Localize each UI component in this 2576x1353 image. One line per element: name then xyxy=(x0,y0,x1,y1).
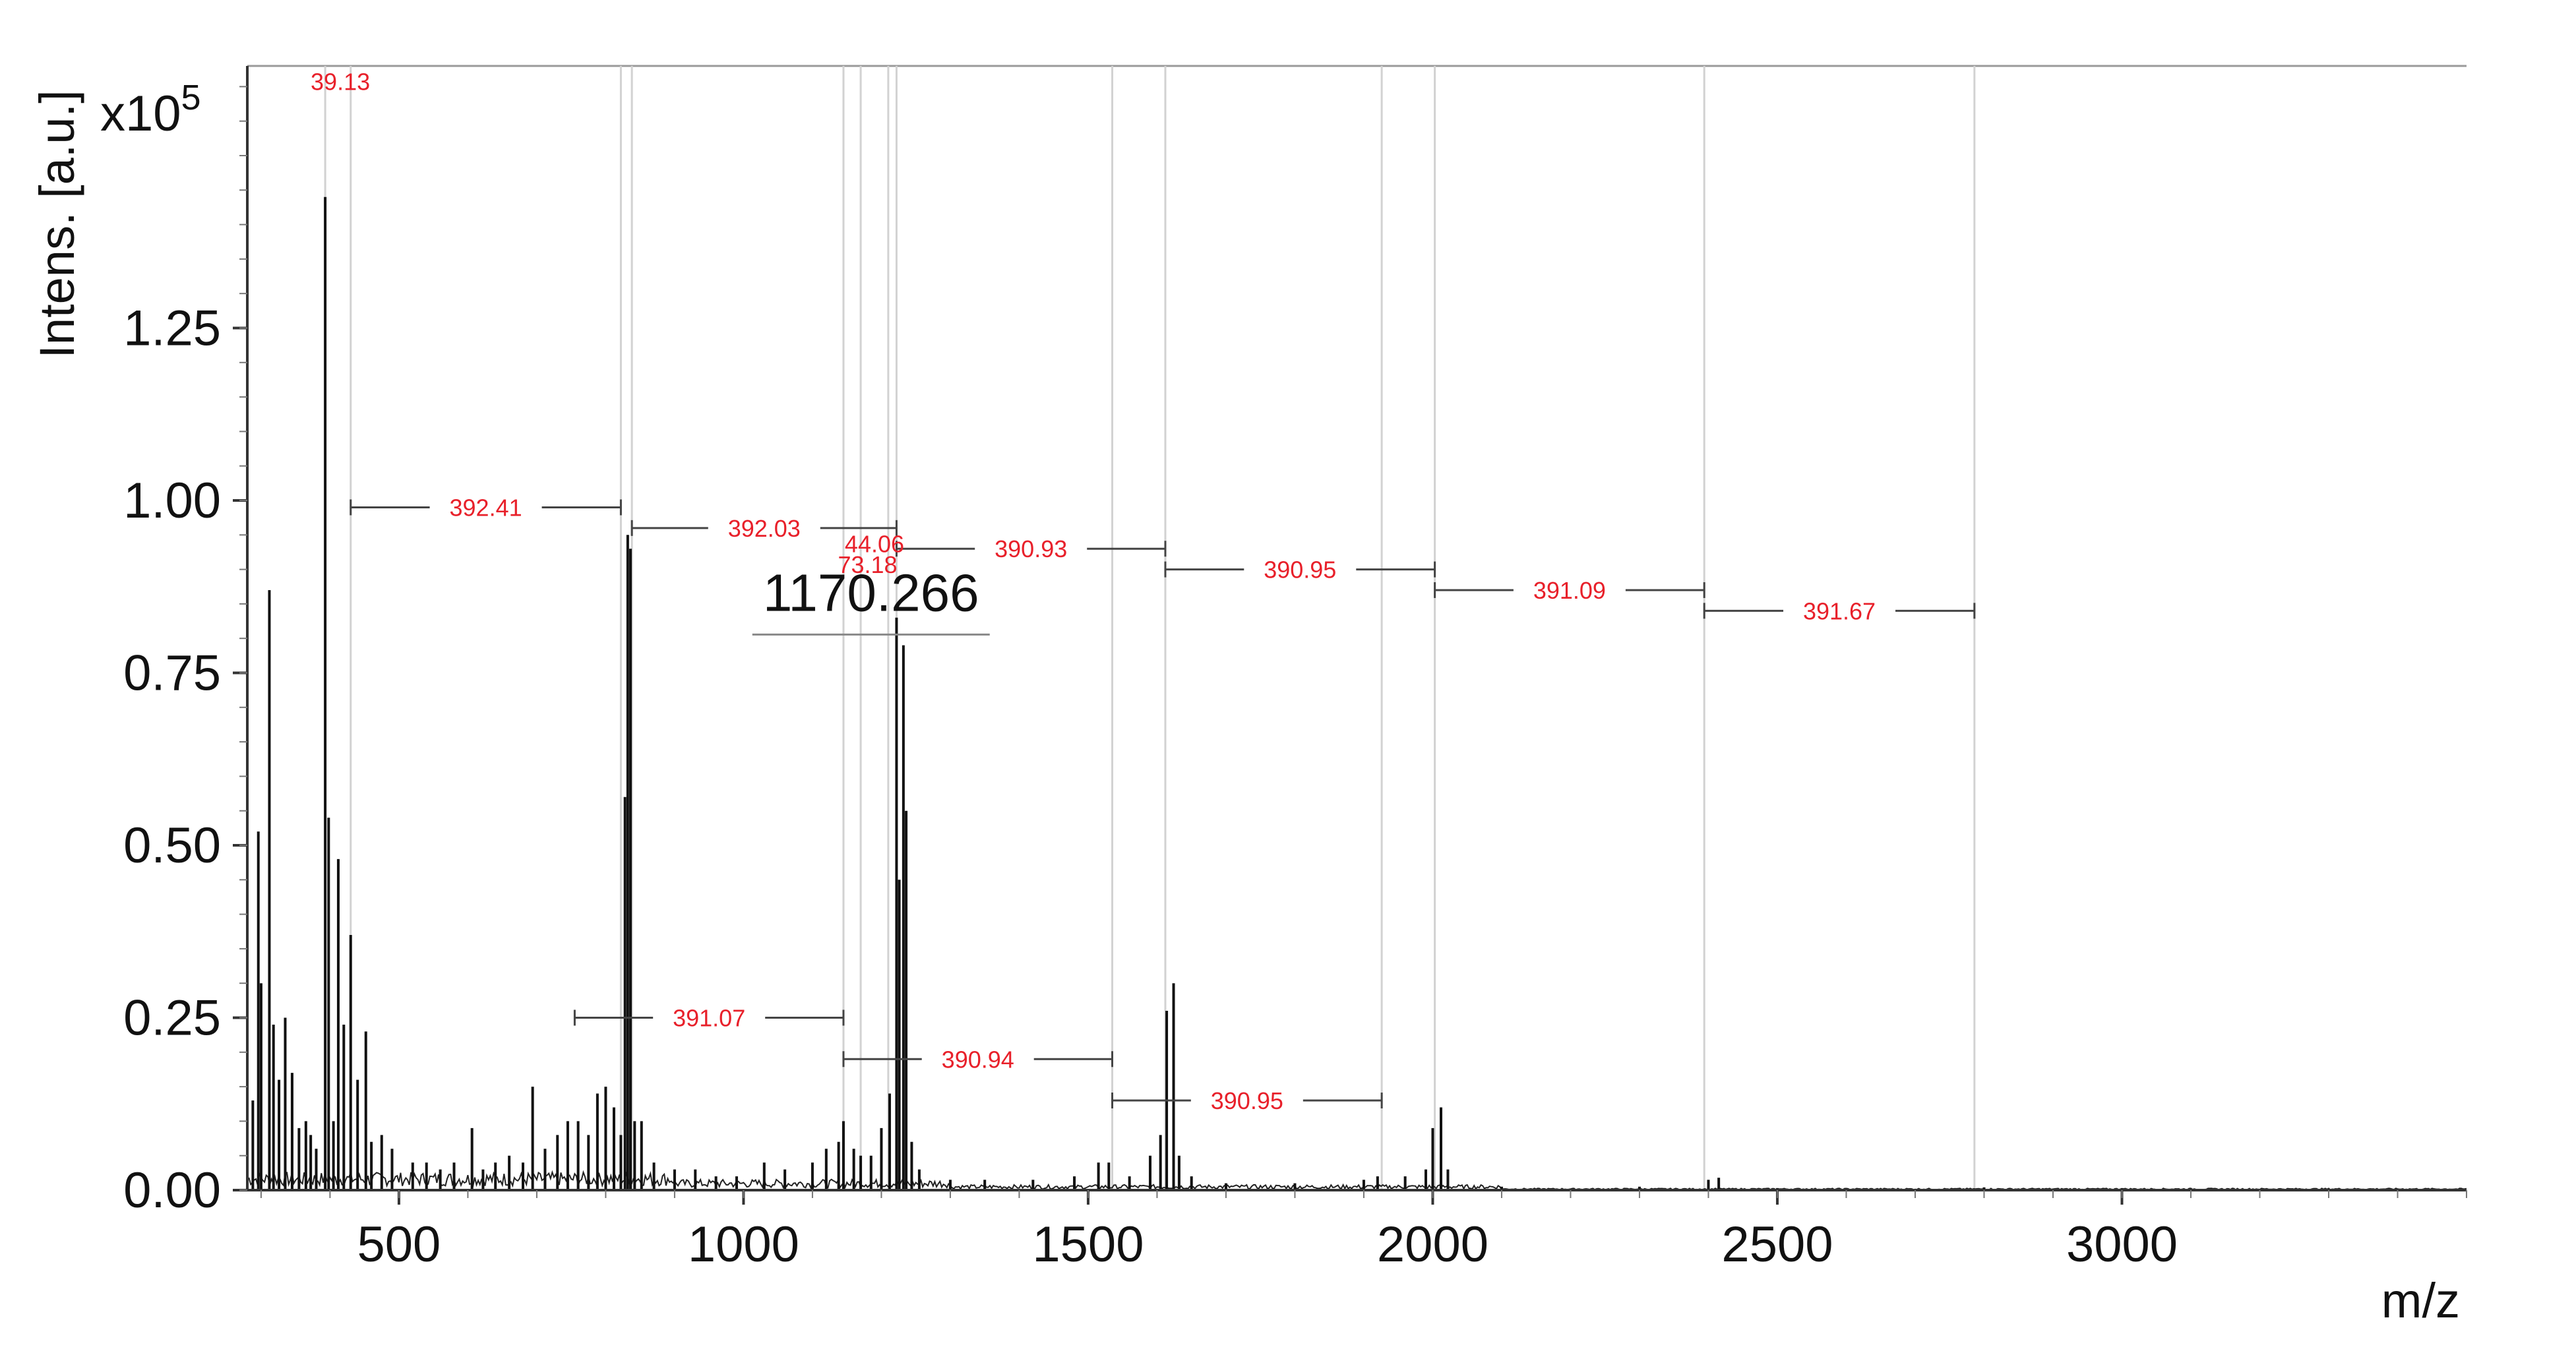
y-multiplier-exponent: 5 xyxy=(181,78,201,117)
small-label-2: 39.13 xyxy=(311,69,370,96)
annotation-label: 390.94 xyxy=(942,1046,1014,1073)
annotation-label: 390.95 xyxy=(1211,1087,1283,1114)
annotation-3: 390.95 xyxy=(1164,553,1436,584)
annotations: 392.41 392.03 390.93 390.95 391.09 391.67 391.… xyxy=(311,69,1976,1114)
x-tick-label-4: 2500 xyxy=(1721,1217,1833,1273)
annotation-label-bg xyxy=(1190,1085,1303,1114)
y-tick-label-5: 1.25 xyxy=(123,300,221,356)
annotation-7: 390.94 xyxy=(842,1043,1114,1073)
y-tick-label-4: 1.00 xyxy=(123,473,221,529)
x-tick-label-0: 500 xyxy=(357,1217,441,1273)
annotation-label: 392.41 xyxy=(450,494,522,521)
x-tick-label-2: 1500 xyxy=(1032,1217,1144,1273)
x-tick-label-1: 1000 xyxy=(688,1217,799,1273)
annotation-label-bg xyxy=(921,1043,1034,1073)
annotation-label-bg xyxy=(708,512,820,541)
annotation-5: 391.67 xyxy=(1703,595,1976,624)
annotation-6: 391.07 xyxy=(573,1002,845,1031)
y-tick-label-0: 0.00 xyxy=(123,1162,221,1218)
spectrum-trace xyxy=(247,196,2467,1191)
peak-label: 1170.266 xyxy=(763,563,979,622)
annotation-4: 391.09 xyxy=(1434,574,1705,604)
annotation-label: 391.09 xyxy=(1533,577,1606,604)
x-tick-label-3: 2000 xyxy=(1377,1217,1488,1273)
annotation-label-bg xyxy=(429,491,542,521)
annotation-label-bg xyxy=(653,1002,766,1031)
y-multiplier-base: x10 xyxy=(100,86,181,142)
annotation-label-bg xyxy=(975,533,1088,562)
annotation-label-bg xyxy=(1244,553,1357,583)
y-axis-multiplier: x105 xyxy=(100,78,201,142)
ticks: 0.00 0.25 0.50 0.75 1.00 1.25 500 1000 1500 2000 2… xyxy=(123,86,2467,1273)
y-tick-label-2: 0.50 xyxy=(123,818,221,874)
annotation-label: 390.93 xyxy=(995,535,1067,562)
annotation-label: 390.95 xyxy=(1264,556,1336,584)
annotation-0: 392.41 xyxy=(350,491,622,521)
marker-lines xyxy=(324,66,1976,1190)
x-tick-label-5: 3000 xyxy=(2066,1217,2178,1273)
annotation-label: 391.67 xyxy=(1803,597,1876,624)
annotation-label: 392.03 xyxy=(728,515,801,542)
small-label-1: 73.18 xyxy=(838,551,897,578)
annotation-8: 390.95 xyxy=(1111,1085,1383,1114)
axes xyxy=(246,66,2467,1191)
annotation-label: 391.07 xyxy=(673,1004,745,1031)
x-axis-title: m/z xyxy=(2381,1273,2460,1328)
y-tick-label-1: 0.25 xyxy=(123,990,221,1046)
annotation-2: 390.93 xyxy=(895,533,1167,562)
annotation-1: 392.03 xyxy=(630,512,898,542)
annotation-label-bg xyxy=(1783,595,1896,624)
y-axis-title: Intens. [a.u.] xyxy=(30,90,84,358)
y-tick-label-3: 0.75 xyxy=(123,645,221,701)
annotation-label-bg xyxy=(1513,574,1626,603)
small-label-0: 44.06 xyxy=(845,530,904,557)
